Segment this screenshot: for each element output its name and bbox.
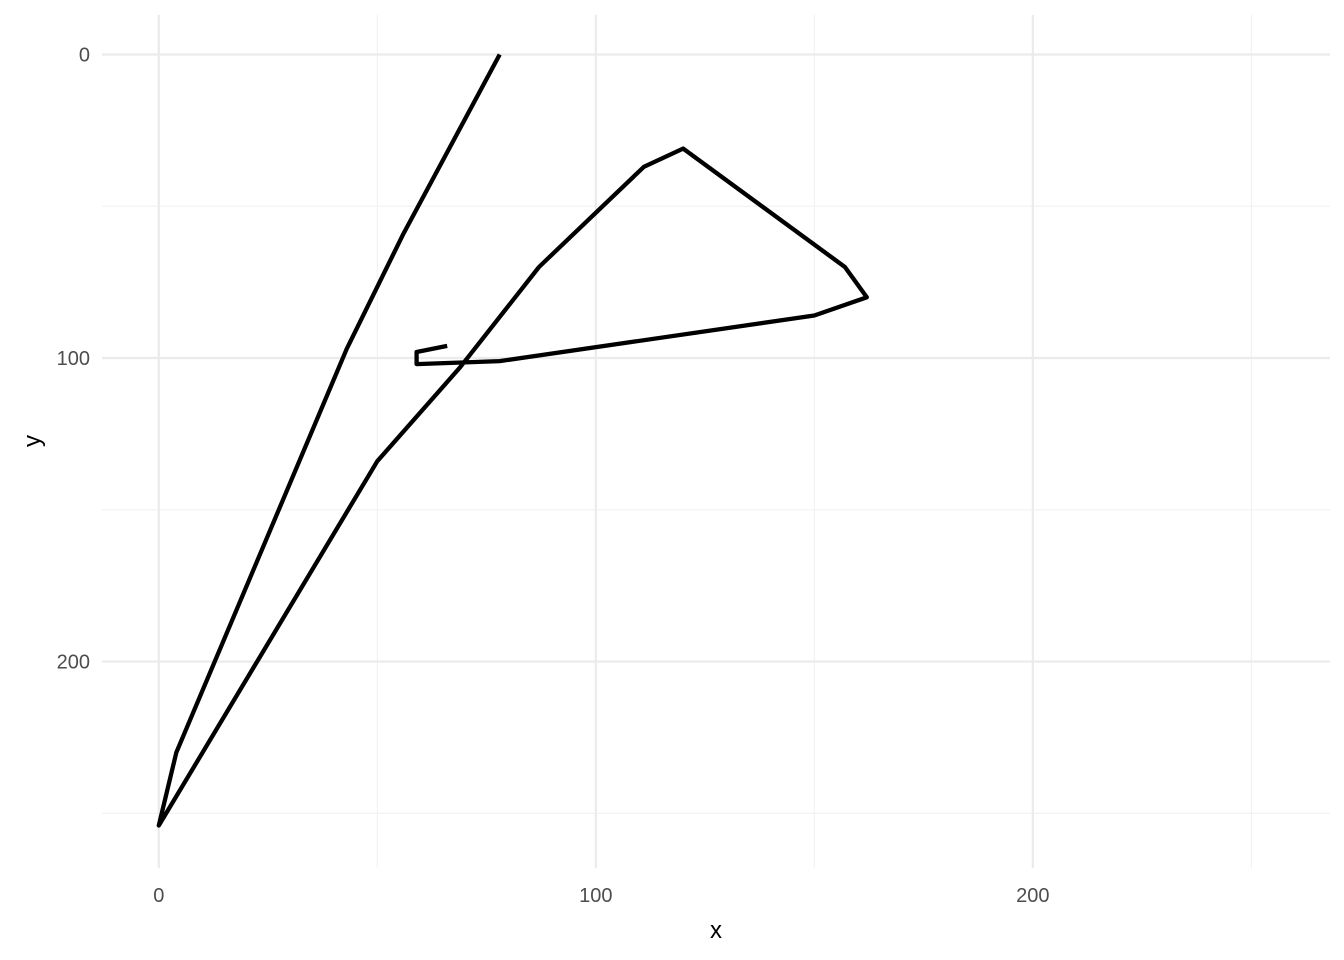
plot-background — [102, 15, 1330, 868]
y-tick-label: 100 — [57, 348, 90, 370]
y-tick-label: 200 — [57, 652, 90, 674]
x-tick-label: 0 — [153, 885, 164, 907]
data-series — [156, 53, 869, 828]
y-axis-tick-labels: 0 100 200 — [57, 44, 90, 673]
x-tick-label: 100 — [579, 885, 612, 907]
y-axis-title: y — [19, 435, 46, 447]
gridlines — [102, 15, 1330, 868]
x-axis-title: x — [710, 917, 722, 944]
y-tick-label: 0 — [79, 44, 90, 66]
x-axis-tick-labels: 0 100 200 — [153, 885, 1049, 907]
series-line — [156, 53, 869, 828]
x-tick-label: 200 — [1016, 885, 1049, 907]
